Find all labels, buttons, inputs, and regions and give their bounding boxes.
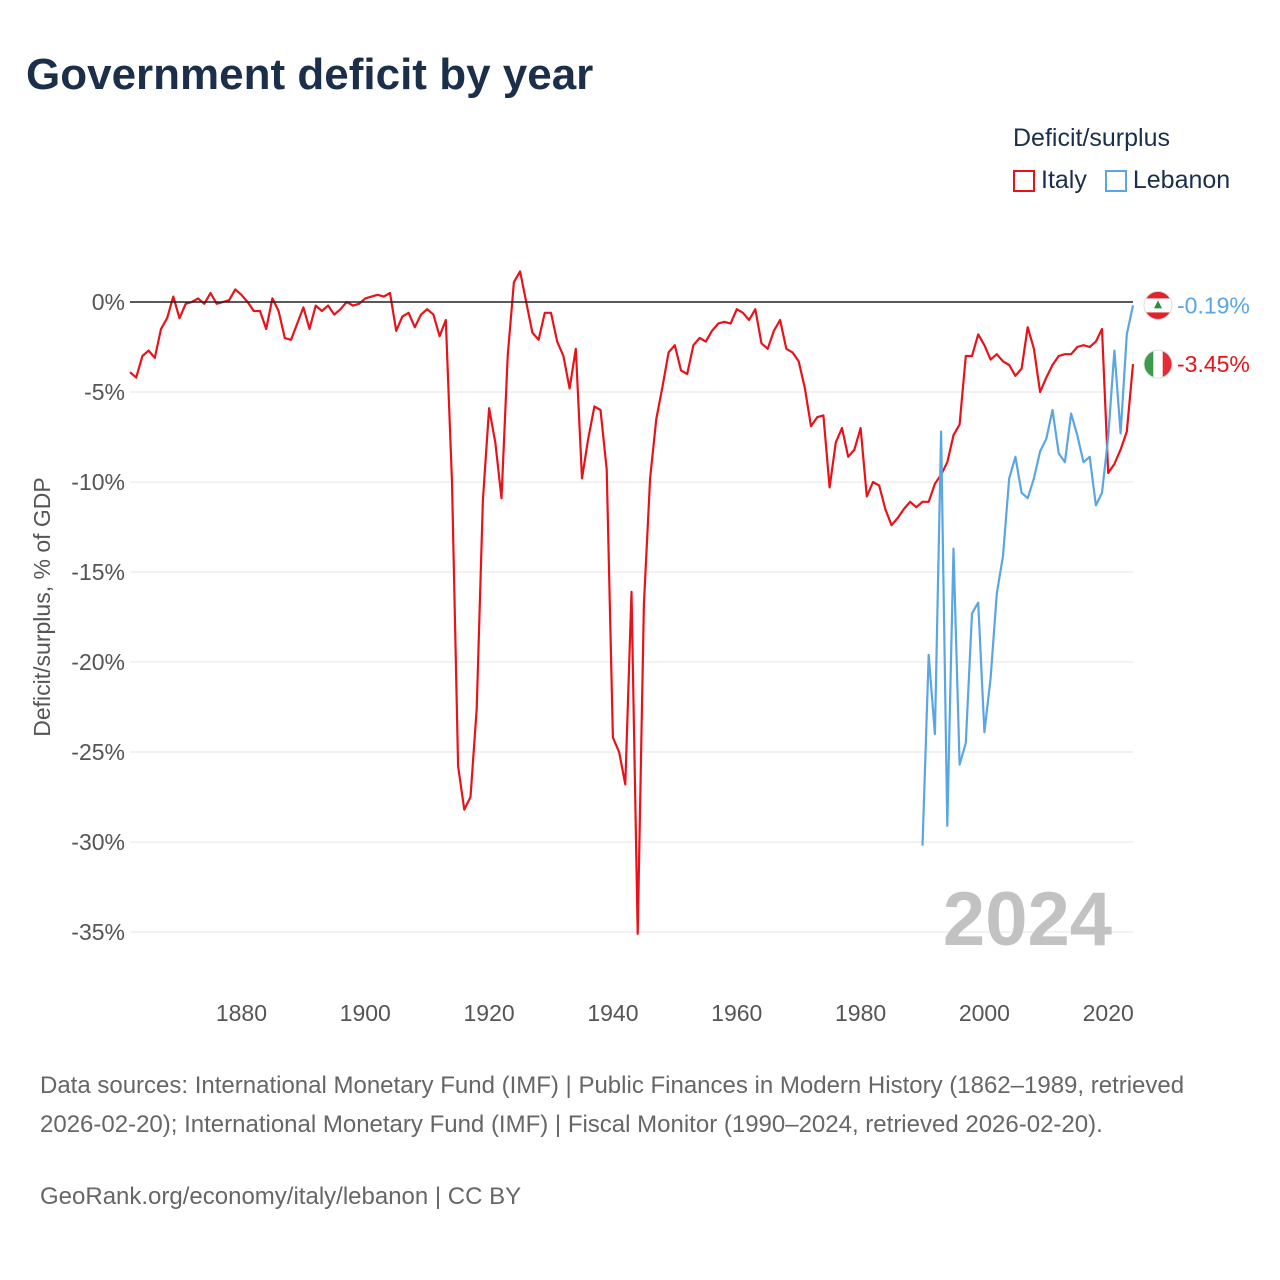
credit-line: GeoRank.org/economy/italy/lebanon | CC B… <box>40 1183 522 1210</box>
x-tick-label: 1900 <box>340 1000 391 1026</box>
flag-stripe <box>1144 291 1172 299</box>
x-tick-label: 1940 <box>587 1000 638 1026</box>
legend-swatch-lebanon <box>1104 169 1127 192</box>
flag-stripe <box>1153 350 1163 379</box>
series-line-italy <box>129 270 1135 935</box>
legend-title: Deficit/surplus <box>1013 124 1170 152</box>
chart-title: Government deficit by year <box>26 50 594 99</box>
y-tick-label: -20% <box>71 649 125 675</box>
legend-label-lebanon: Lebanon <box>1132 166 1231 194</box>
x-tick-label: 1960 <box>711 1000 762 1026</box>
flag-lebanon-icon <box>1144 291 1172 320</box>
x-tick-label: 2000 <box>959 1000 1010 1026</box>
flag-italy-icon <box>1144 350 1172 379</box>
flag-stripe <box>1144 312 1172 320</box>
legend: Italy Lebanon <box>1013 166 1230 195</box>
y-tick-label: -15% <box>71 559 125 585</box>
legend-swatch-italy <box>1013 169 1035 192</box>
year-label: 2024 <box>943 877 1112 962</box>
y-axis-title: Deficit/surplus, % of GDP <box>29 477 55 736</box>
y-tick-label: -35% <box>71 919 125 945</box>
x-tick-label: 1920 <box>464 1000 515 1026</box>
y-tick-label: -30% <box>71 829 125 855</box>
flag-stripe <box>1144 350 1154 379</box>
x-tick-label: 1880 <box>216 1000 267 1026</box>
x-tick-label: 2020 <box>1083 1000 1134 1026</box>
legend-item-lebanon[interactable]: Lebanon <box>1104 166 1231 195</box>
line-chart: 0% -5% -10% -15% -20% -25% -30% -35% 1880 1900 192… <box>29 270 1250 1026</box>
flag-border <box>1143 290 1173 320</box>
data-sources: Data sources: International Monetary Fun… <box>40 1072 1185 1138</box>
flag-cedar <box>1154 300 1162 309</box>
y-tick-label: -5% <box>84 379 125 405</box>
end-value-label-lebanon: -0.19% <box>1177 292 1250 318</box>
end-value-label-italy: -3.45% <box>1177 351 1250 377</box>
y-tick-label: 0% <box>92 289 125 315</box>
flag-border <box>1143 349 1173 379</box>
series-line-lebanon <box>921 305 1135 846</box>
y-tick-label: -10% <box>71 469 125 495</box>
legend-label-italy: Italy <box>1041 166 1087 194</box>
legend-item-italy[interactable]: Italy <box>1013 166 1087 195</box>
flag-stripe <box>1162 350 1172 379</box>
x-tick-label: 1980 <box>835 1000 886 1026</box>
y-tick-label: -25% <box>71 739 125 765</box>
